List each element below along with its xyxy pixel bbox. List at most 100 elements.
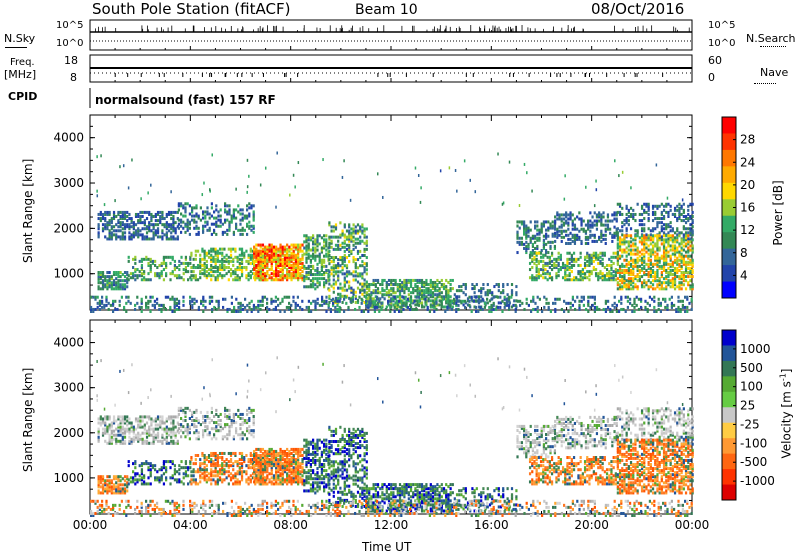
- power-cell: [605, 268, 609, 272]
- power-cell: [687, 231, 690, 235]
- power-cell: [594, 272, 598, 276]
- power-cell: [636, 258, 639, 262]
- power-cell: [230, 220, 233, 224]
- power-cell: [332, 260, 335, 264]
- power-cell: [286, 274, 289, 278]
- power-cell: [372, 283, 375, 287]
- power-cell: [170, 235, 173, 239]
- power-cell: [680, 256, 683, 260]
- power-cell: [514, 310, 517, 313]
- power-cell: [299, 257, 302, 261]
- power-cell: [216, 253, 219, 257]
- power-cell: [610, 274, 613, 278]
- power-cell: [455, 303, 458, 307]
- power-cell: [205, 274, 208, 278]
- power-cell: [673, 231, 677, 235]
- power-cell: [623, 258, 626, 262]
- power-cell: [277, 266, 280, 270]
- power-cell: [294, 270, 298, 274]
- cpid-label: CPID: [8, 90, 38, 103]
- power-cell: [625, 285, 628, 289]
- power-cell: [643, 256, 646, 260]
- power-cell: [689, 214, 692, 218]
- power-cell: [251, 249, 255, 253]
- power-cell: [196, 249, 200, 253]
- power-cell: [426, 305, 429, 309]
- power-cell: [525, 251, 528, 255]
- power-cell: [542, 224, 546, 228]
- power-cell: [558, 233, 561, 237]
- power-cell: [108, 231, 111, 235]
- power-cell: [579, 278, 582, 282]
- power-cell: [464, 283, 467, 287]
- power-cell: [527, 303, 530, 307]
- power-cell: [559, 268, 562, 272]
- power-cell: [676, 260, 679, 264]
- power-cell: [128, 223, 131, 227]
- power-cell: [448, 166, 451, 170]
- power-cell: [621, 264, 624, 268]
- power-cell: [673, 244, 677, 248]
- power-cell: [236, 278, 239, 282]
- power-cell: [343, 245, 346, 249]
- power-cell: [587, 235, 590, 239]
- power-cell: [163, 223, 166, 227]
- power-cell: [156, 266, 159, 270]
- power-cell: [537, 276, 540, 280]
- power-cell: [464, 293, 467, 297]
- power-cell: [379, 283, 382, 287]
- power-cell: [553, 261, 556, 265]
- power-cell: [104, 223, 107, 227]
- power-cell: [651, 234, 655, 238]
- power-cell: [165, 227, 168, 231]
- power-cell: [358, 305, 361, 309]
- power-cell: [250, 224, 253, 228]
- power-cell: [634, 285, 637, 289]
- power-cell: [137, 229, 140, 233]
- power-cell: [277, 297, 280, 301]
- power-cell: [544, 263, 547, 267]
- power-cell: [525, 224, 528, 228]
- power-cell: [534, 224, 537, 228]
- power-cell: [232, 259, 235, 263]
- power-cell: [330, 284, 333, 288]
- power-cell: [190, 274, 193, 278]
- power-cell: [301, 278, 304, 282]
- power-cell: [423, 285, 426, 289]
- power-cell: [684, 221, 688, 225]
- nsky-panel-frame: [89, 19, 693, 51]
- velocity-cell: [148, 441, 151, 445]
- power-cell: [555, 272, 558, 276]
- power-cell: [169, 305, 172, 309]
- y-tick-label: 4000: [53, 131, 84, 145]
- power-cell: [623, 285, 626, 289]
- power-cell: [253, 255, 256, 259]
- power-cell: [523, 222, 526, 226]
- power-cell: [332, 270, 335, 274]
- power-cell: [396, 289, 399, 293]
- power-cell: [328, 241, 331, 245]
- power-cell: [277, 270, 280, 274]
- velocity-cell: [132, 431, 135, 435]
- power-cell: [149, 259, 152, 263]
- power-cell: [332, 297, 335, 301]
- power-cell: [337, 286, 340, 290]
- power-cell: [664, 297, 667, 301]
- velocity-cell: [104, 431, 107, 435]
- power-cell: [649, 281, 652, 285]
- power-cell: [328, 245, 331, 249]
- power-cell: [205, 266, 208, 270]
- power-cell: [662, 266, 666, 270]
- power-cell: [179, 230, 183, 234]
- power-cell: [108, 275, 111, 279]
- power-cell: [632, 281, 635, 285]
- power-cell: [376, 289, 380, 293]
- power-cell: [279, 243, 282, 247]
- power-cell: [534, 246, 537, 250]
- power-cell: [283, 253, 287, 257]
- power-cell: [555, 276, 558, 280]
- power-cell: [537, 261, 540, 265]
- power-cell: [582, 303, 585, 307]
- power-cell: [390, 280, 393, 284]
- power-cell: [665, 277, 668, 281]
